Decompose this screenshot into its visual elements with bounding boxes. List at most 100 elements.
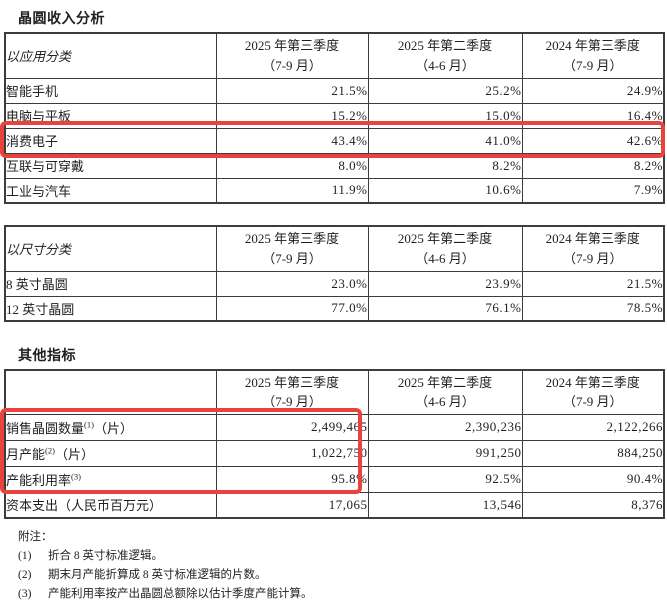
col-header-line1: 2024 年第三季度	[545, 374, 640, 390]
footnote-number: (2)	[18, 569, 32, 581]
col-header-line1: 2025 年第三季度	[244, 231, 340, 247]
col-header-line1: 2024 年第三季度	[545, 38, 640, 54]
table-row-industrial-automotive: 工业与汽车 11.9% 10.6% 7.9%	[4, 177, 665, 204]
cell-value: 1,022,750	[215, 439, 369, 467]
cell-value: 95.8%	[215, 465, 369, 493]
table-row-pc-tablet: 电脑与平板 15.2% 15.0% 16.4%	[4, 102, 665, 129]
table-row-utilization-rate: 产能利用率(3) 95.8% 92.5% 90.4%	[4, 465, 665, 493]
cell-value: 7.9%	[521, 177, 665, 204]
cell-value: 17,065	[215, 491, 369, 519]
row-label: 月产能(2)（片）	[4, 439, 217, 467]
footnote-number: (1)	[18, 550, 32, 562]
cell-value: 15.0%	[367, 102, 523, 129]
table-row-capex: 资本支出（人民币百万元） 17,065 13,546 8,376	[4, 491, 665, 519]
footnote-item-3: (3) 产能利用率按产出晶圆总额除以估计季度产能计算。	[18, 585, 313, 604]
cell-value: 23.9%	[367, 270, 523, 297]
cell-value: 8,376	[521, 491, 665, 519]
row-label-text: 资本支出（人民币百万元）	[6, 498, 163, 514]
row-label: 12 英寸晶圆	[4, 295, 217, 322]
cell-value: 884,250	[521, 439, 665, 467]
footnote-item-1: (1) 折合 8 英寸标准逻辑。	[18, 547, 313, 566]
footnote-text: 期末月产能折算成 8 英寸标准逻辑的片数。	[48, 569, 267, 581]
cell-value: 13,546	[367, 491, 523, 519]
footnote-marker: (3)	[71, 471, 81, 482]
table-row-wafer-shipments: 销售晶圆数量(1)（片） 2,499,465 2,390,236 2,122,2…	[4, 413, 665, 441]
col-header-q2-2025: 2025 年第二季度 （4-6 月）	[367, 369, 523, 415]
cell-value: 2,122,266	[521, 413, 665, 441]
row-label: 互联与可穿戴	[4, 152, 217, 179]
cell-value: 8.0%	[215, 152, 369, 179]
row-label: 销售晶圆数量(1)（片）	[4, 413, 217, 441]
table-caption-cell	[4, 369, 217, 415]
cell-value: 11.9%	[215, 177, 369, 204]
cell-value: 15.2%	[215, 102, 369, 129]
col-header-line1: 2025 年第二季度	[397, 38, 493, 54]
col-header-line2: （7-9 月）	[562, 394, 623, 410]
footnote-marker: (2)	[45, 445, 55, 456]
row-label: 消费电子	[4, 127, 217, 154]
col-header-q2-2025: 2025 年第二季度 （4-6 月）	[367, 225, 523, 272]
col-header-line1: 2025 年第二季度	[397, 231, 493, 247]
footnote-text: 产能利用率按产出晶圆总额除以估计季度产能计算。	[48, 588, 313, 600]
footnote-item-2: (2) 期末月产能折算成 8 英寸标准逻辑的片数。	[18, 566, 313, 585]
row-label: 电脑与平板	[4, 102, 217, 129]
other-metrics-table: 2025 年第三季度 （7-9 月） 2025 年第二季度 （4-6 月） 2024…	[4, 369, 665, 519]
table-row-8-inch: 8 英寸晶圆 23.0% 23.9% 21.5%	[4, 270, 665, 297]
table-row-connectivity-wearables: 互联与可穿戴 8.0% 8.2% 8.2%	[4, 152, 665, 179]
row-label: 工业与汽车	[4, 177, 217, 204]
col-header-q3-2025: 2025 年第三季度 （7-9 月）	[215, 369, 369, 415]
col-header-line2: （7-9 月）	[562, 57, 623, 73]
col-header-line1: 2025 年第三季度	[244, 374, 340, 390]
footnotes: 附注： (1) 折合 8 英寸标准逻辑。 (2) 期末月产能折算成 8 英寸标准…	[18, 528, 313, 604]
by-application-table: 以应用分类 2025 年第三季度 （7-9 月） 2025 年第二季度 （4-6 月…	[4, 32, 665, 204]
col-header-line2: （7-9 月）	[262, 250, 322, 266]
row-label-text: 产能利用率	[6, 472, 72, 488]
col-header-line1: 2024 年第三季度	[545, 231, 640, 247]
table-header-row: 2025 年第三季度 （7-9 月） 2025 年第二季度 （4-6 月） 2024…	[4, 369, 665, 415]
cell-value: 90.4%	[521, 465, 665, 493]
col-header-line2: （4-6 月）	[415, 250, 475, 266]
cell-value: 10.6%	[367, 177, 523, 204]
row-label: 产能利用率(3)	[4, 465, 217, 493]
cell-value: 2,499,465	[215, 413, 369, 441]
col-header-q3-2024: 2024 年第三季度 （7-9 月）	[521, 32, 665, 79]
table-row-smartphone: 智能手机 21.5% 25.2% 24.9%	[4, 77, 665, 104]
cell-value: 2,390,236	[367, 413, 523, 441]
footnotes-heading: 附注：	[18, 531, 53, 543]
table-row-consumer-electronics: 消费电子 43.4% 41.0% 42.6%	[4, 127, 665, 154]
by-size-table: 以尺寸分类 2025 年第三季度 （7-9 月） 2025 年第二季度 （4-6 月…	[4, 225, 665, 322]
footnote-number: (3)	[18, 588, 32, 600]
col-header-q2-2025: 2025 年第二季度 （4-6 月）	[367, 32, 523, 79]
col-header-line2: （4-6 月）	[415, 57, 475, 73]
col-header-q3-2024: 2024 年第三季度 （7-9 月）	[521, 369, 665, 415]
col-header-line2: （4-6 月）	[415, 394, 475, 410]
row-label-text: 月产能	[6, 446, 46, 462]
cell-value: 77.0%	[215, 295, 369, 322]
col-header-line1: 2025 年第二季度	[397, 374, 493, 390]
table-header-row: 以尺寸分类 2025 年第三季度 （7-9 月） 2025 年第二季度 （4-6 月…	[4, 225, 665, 272]
cell-value: 41.0%	[367, 127, 523, 154]
cell-value: 76.1%	[367, 295, 523, 322]
table-row-12-inch: 12 英寸晶圆 77.0% 76.1% 78.5%	[4, 295, 665, 322]
cell-value: 21.5%	[521, 270, 665, 297]
col-header-q3-2025: 2025 年第三季度 （7-9 月）	[215, 225, 369, 272]
col-header-q3-2025: 2025 年第三季度 （7-9 月）	[215, 32, 369, 79]
table-header-row: 以应用分类 2025 年第三季度 （7-9 月） 2025 年第二季度 （4-6 月…	[4, 32, 665, 79]
row-label-suffix: （片）	[54, 446, 94, 462]
cell-value: 23.0%	[215, 270, 369, 297]
col-header-line1: 2025 年第三季度	[244, 38, 340, 54]
row-label: 8 英寸晶圆	[4, 270, 217, 297]
cell-value: 78.5%	[521, 295, 665, 322]
cell-value: 991,250	[367, 439, 523, 467]
cell-value: 8.2%	[521, 152, 665, 179]
row-label-suffix: （片）	[93, 420, 133, 436]
cell-value: 8.2%	[367, 152, 523, 179]
row-label: 资本支出（人民币百万元）	[4, 491, 217, 519]
col-header-line2: （7-9 月）	[262, 57, 322, 73]
table-caption-cell: 以尺寸分类	[4, 225, 217, 272]
footnote-marker: (1)	[84, 419, 94, 430]
cell-value: 42.6%	[521, 127, 665, 154]
cell-value: 24.9%	[521, 77, 665, 104]
col-header-line2: （7-9 月）	[262, 394, 322, 410]
cell-value: 92.5%	[367, 465, 523, 493]
